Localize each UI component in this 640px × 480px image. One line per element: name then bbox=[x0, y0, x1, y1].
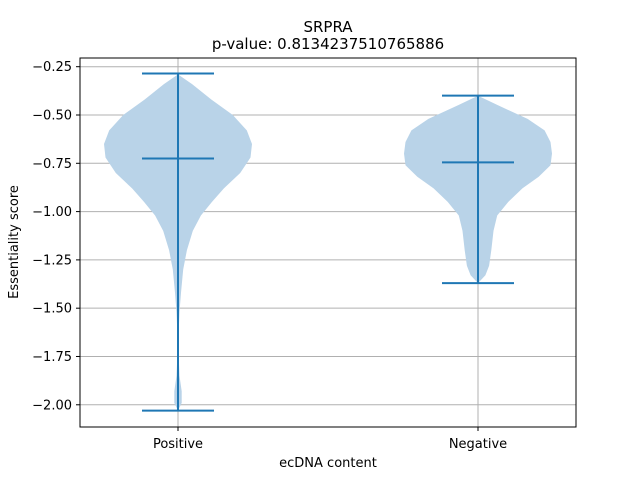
y-tick-label: −1.75 bbox=[32, 350, 72, 365]
chart-subtitle: p-value: 0.8134237510765886 bbox=[212, 35, 444, 53]
y-axis-label: Essentiality score bbox=[7, 185, 22, 299]
violins bbox=[104, 72, 552, 412]
y-tick-label: −0.25 bbox=[32, 60, 72, 75]
y-tick-label: −1.00 bbox=[32, 205, 72, 220]
x-tick-label: Negative bbox=[449, 437, 507, 452]
chart-title: SRPRA bbox=[303, 18, 353, 36]
y-tick-label: −1.25 bbox=[32, 253, 72, 268]
x-axis-label: ecDNA content bbox=[279, 456, 377, 471]
x-tick-label: Positive bbox=[153, 437, 203, 452]
y-tick-label: −0.75 bbox=[32, 157, 72, 172]
y-tick-label: −0.50 bbox=[32, 108, 72, 123]
axis-ticks: −2.00 −1.75 −1.50 −1.25 −1.00 −0.75 −0.50 −0.25… bbox=[32, 60, 507, 452]
plot-frame bbox=[79, 57, 577, 428]
y-tick-label: −2.00 bbox=[32, 398, 72, 413]
y-tick-label: −1.50 bbox=[32, 302, 72, 317]
